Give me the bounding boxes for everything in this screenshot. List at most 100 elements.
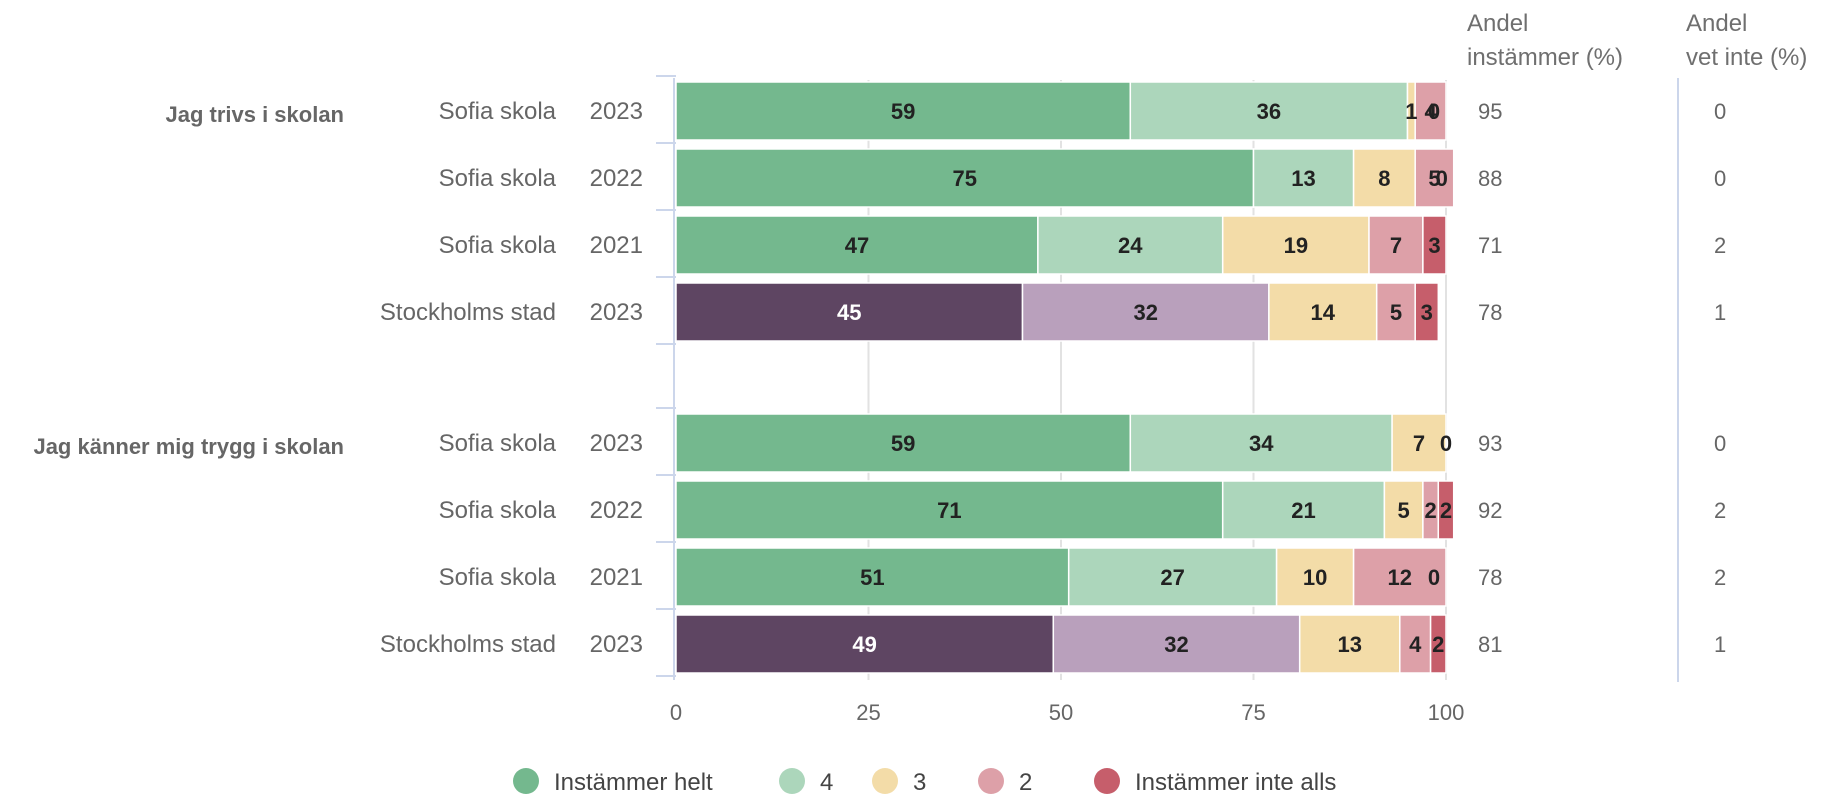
bar-segment — [675, 282, 1024, 342]
legend-item[interactable]: 2 — [978, 768, 1032, 794]
bar-segment — [1414, 148, 1455, 208]
segment-value-label: 0 — [1440, 431, 1452, 456]
bar-segment — [1275, 547, 1355, 607]
legend-marker — [779, 768, 805, 794]
bar-segment — [1129, 413, 1393, 473]
segment-value-label: 24 — [1118, 233, 1143, 258]
x-tick-label: 0 — [670, 700, 682, 725]
segment-value-label: 12 — [1388, 565, 1412, 590]
bar-segment — [1429, 614, 1447, 674]
question-label: Jag trivs i skolan — [165, 102, 344, 127]
legend-item[interactable]: Instämmer inte alls — [1094, 768, 1336, 794]
bar-row: Stockholms stad 2023 49 32 13 4 2 81 1 — [380, 614, 1726, 674]
x-axis: 0 25 50 75 100 — [670, 700, 1464, 725]
bar-segment — [1399, 614, 1432, 674]
segment-value-label: 4 — [1409, 632, 1422, 657]
year-label: 2023 — [590, 430, 643, 457]
agree-share-value: 95 — [1478, 99, 1502, 124]
dontknow-share-value: 2 — [1714, 498, 1726, 523]
agree-share-value: 92 — [1478, 498, 1502, 523]
legend-item[interactable]: 3 — [872, 768, 926, 794]
legend-marker — [872, 768, 898, 794]
segment-value-label: 51 — [860, 565, 884, 590]
bar-segment — [1252, 148, 1355, 208]
header-dontknow-line1: Andel — [1686, 10, 1747, 37]
segment-value-label: 3 — [1428, 233, 1440, 258]
bar-segment — [675, 215, 1039, 275]
segment-value-label: 5 — [1398, 498, 1410, 523]
bar-segment — [1352, 148, 1416, 208]
bar-segment — [1375, 282, 1416, 342]
bar-rows: Jag trivs i skolan Sofia skola 2023 59 36 1 40… — [33, 81, 1726, 674]
x-tick-label: 50 — [1049, 700, 1073, 725]
segment-value-label: 2 — [1424, 498, 1436, 523]
segment-value-label: 3 — [1421, 300, 1433, 325]
bar-segment — [675, 547, 1070, 607]
dontknow-share-value: 0 — [1714, 99, 1726, 124]
dontknow-share-value: 0 — [1714, 431, 1726, 456]
bar-segment — [1052, 614, 1301, 674]
agree-share-value: 78 — [1478, 300, 1502, 325]
year-label: 2023 — [590, 98, 643, 125]
year-label: 2021 — [590, 564, 643, 591]
bar-segment — [675, 614, 1055, 674]
legend-marker — [1094, 768, 1120, 794]
segment-value-label: 27 — [1160, 565, 1184, 590]
legend-label: 3 — [913, 769, 926, 794]
segment-value-label: 19 — [1284, 233, 1308, 258]
year-label: 2022 — [590, 165, 643, 192]
legend-marker — [978, 768, 1004, 794]
agree-share-value: 88 — [1478, 166, 1502, 191]
segment-value-label: 75 — [953, 166, 977, 191]
segment-value-label: 5 — [1390, 300, 1402, 325]
segment-value-label: 34 — [1249, 431, 1274, 456]
bar-row: Sofia skola 2023 59 34 7 0 93 0 — [439, 413, 1726, 473]
segment-value-label: 0 — [1436, 166, 1448, 191]
segment-value-label: 5 — [1428, 166, 1440, 191]
legend-label: 2 — [1019, 769, 1032, 794]
dontknow-share-value: 2 — [1714, 565, 1726, 590]
bar-row: Sofia skola 2022 75 13 8 50 88 0 — [439, 148, 1726, 208]
segment-value-label: 36 — [1257, 99, 1281, 124]
segment-value-label: 71 — [937, 498, 961, 523]
header-agree-line2: instämmer (%) — [1467, 44, 1623, 71]
bar-segment — [1352, 547, 1447, 607]
year-label: 2022 — [590, 497, 643, 524]
bar-segment — [675, 480, 1224, 540]
dontknow-share-value: 2 — [1714, 233, 1726, 258]
bar-row: Sofia skola 2021 51 27 10 12 0 78 2 — [439, 547, 1726, 607]
bar-segment — [1383, 480, 1424, 540]
segment-value-label: 21 — [1291, 498, 1315, 523]
bar-segment — [1129, 81, 1409, 141]
bar-segment — [1414, 81, 1447, 141]
legend-item[interactable]: 4 — [779, 768, 833, 794]
question-group: Jag trivs i skolan Sofia skola 2023 59 36 1 40… — [165, 81, 1726, 342]
x-tick-label: 75 — [1241, 700, 1265, 725]
legend-item[interactable]: Instämmer helt — [513, 768, 713, 794]
segment-value-label: 2 — [1432, 632, 1444, 657]
bar-segment — [1021, 282, 1270, 342]
agree-share-value: 78 — [1478, 565, 1502, 590]
segment-value-label: 7 — [1390, 233, 1402, 258]
bar-row: Sofia skola 2023 59 36 1 40 95 0 — [439, 81, 1726, 141]
segment-value-label: 1 — [1405, 99, 1417, 124]
year-label: 2023 — [590, 299, 643, 326]
segment-value-label: 45 — [837, 300, 861, 325]
x-tick-label: 25 — [856, 700, 880, 725]
segment-value-label: 59 — [891, 99, 915, 124]
segment-value-label: 8 — [1378, 166, 1390, 191]
segment-value-label: 7 — [1413, 431, 1425, 456]
agree-share-value: 93 — [1478, 431, 1502, 456]
legend-marker — [513, 768, 539, 794]
segment-value-label: 13 — [1291, 166, 1315, 191]
legend-label: Instämmer helt — [554, 769, 713, 794]
segment-value-label: 2 — [1440, 498, 1452, 523]
segment-value-label: 10 — [1303, 565, 1327, 590]
agree-share-value: 81 — [1478, 632, 1502, 657]
segment-value-label: 32 — [1164, 632, 1188, 657]
bar-segment — [1067, 547, 1278, 607]
bar-segment — [1221, 480, 1386, 540]
bar-row: Sofia skola 2021 47 24 19 7 3 71 2 — [439, 215, 1726, 275]
legend: Instämmer helt 4 3 2 Instämmer inte alls — [513, 768, 1336, 794]
